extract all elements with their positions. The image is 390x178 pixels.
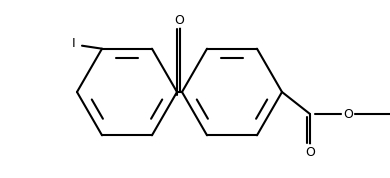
- Text: O: O: [305, 145, 315, 158]
- Text: O: O: [175, 14, 184, 27]
- Text: I: I: [72, 37, 76, 50]
- Text: O: O: [343, 108, 353, 121]
